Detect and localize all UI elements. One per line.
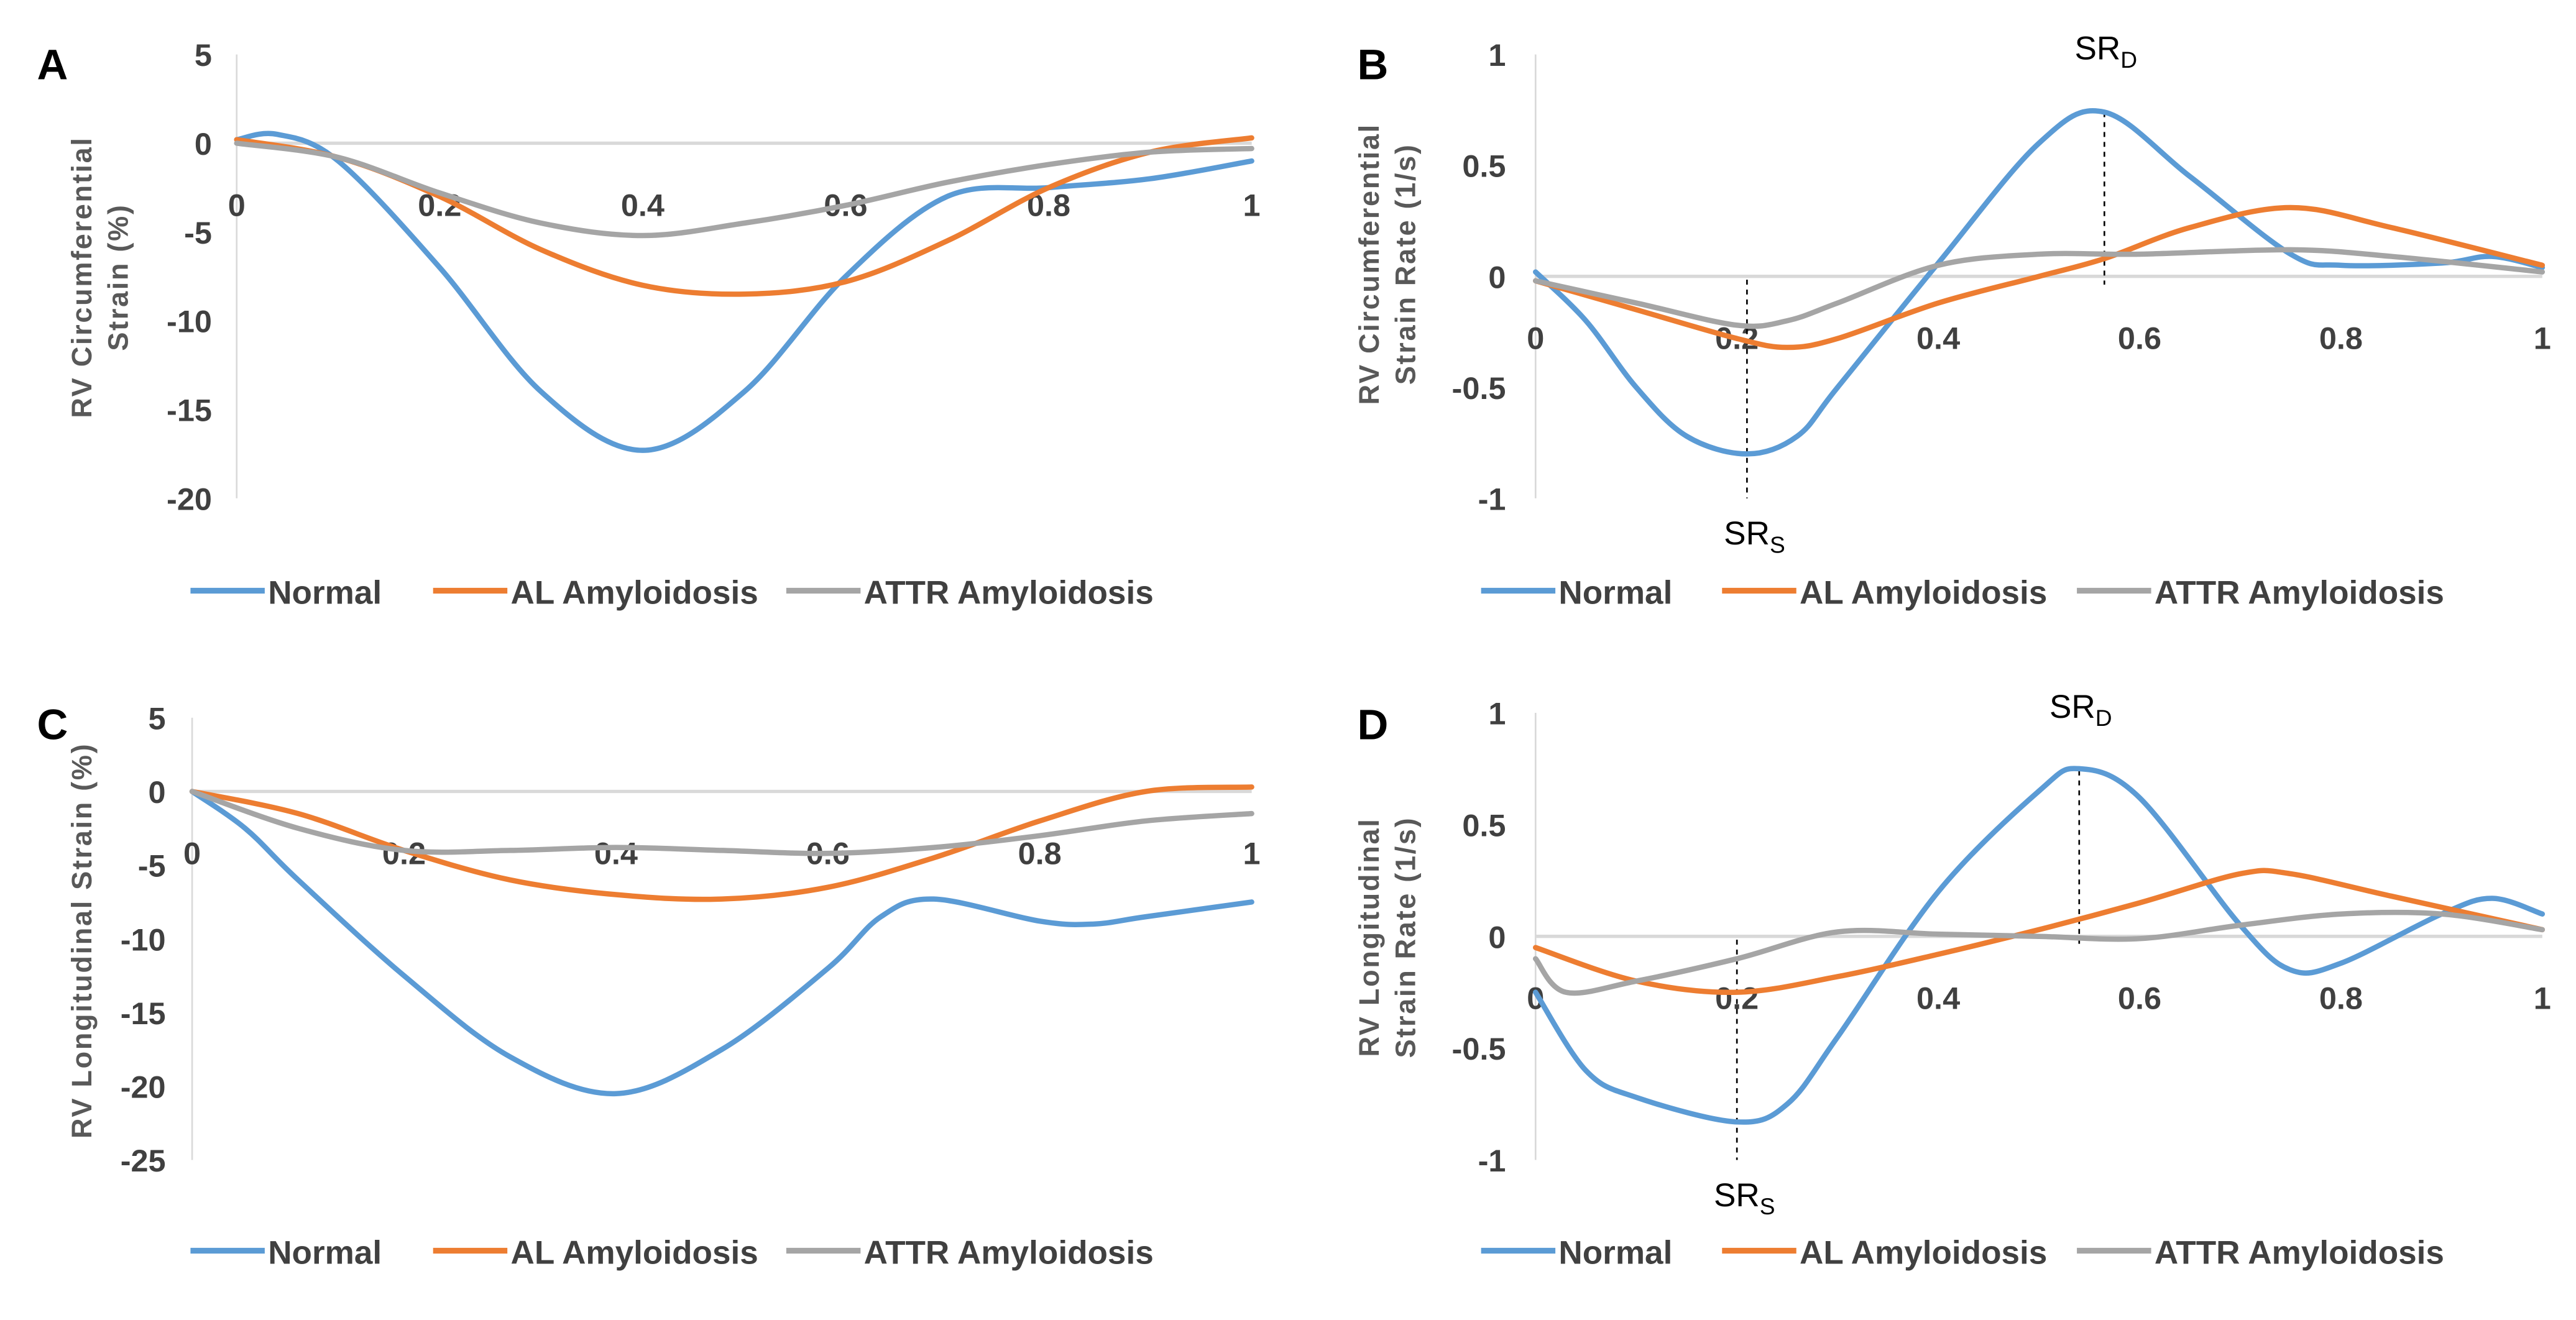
annotation-subscript: D (2095, 705, 2112, 731)
y-axis-label-line: RV Circumferential (1353, 123, 1385, 405)
annotation-srd: SRD (2075, 30, 2138, 285)
x-tick-label: 0 (183, 835, 201, 871)
y-tick-label: 0 (1488, 919, 1506, 955)
annotation-subscript: S (1770, 531, 1785, 557)
legend-label: ATTR Amyloidosis (864, 575, 1154, 612)
annotation-label: SRS (1714, 1177, 1775, 1219)
panel-label: B (1358, 40, 1389, 88)
series-line-normal (1533, 108, 2546, 457)
x-tick-label: 0.4 (621, 187, 665, 222)
x-tick-label: 0.6 (2118, 981, 2161, 1016)
series-line-attr-amyloidosis (189, 789, 1254, 856)
x-tick-label: 1 (2534, 981, 2551, 1016)
x-tick-label: 0.8 (1018, 835, 1062, 871)
legend-label: AL Amyloidosis (1800, 575, 2047, 612)
legend-label: AL Amyloidosis (510, 575, 758, 612)
y-tick-label: -10 (121, 922, 166, 957)
legend-label: Normal (1558, 575, 1672, 612)
y-tick-label: 0.5 (1462, 149, 1506, 184)
y-axis-label: RV Circumferential Strain Rate (1/s) (1353, 123, 1421, 405)
x-tick-label: 0 (1527, 321, 1544, 356)
y-tick-label: 5 (195, 37, 212, 73)
y-tick-label: -1 (1478, 1143, 1506, 1178)
y-axis-label: RV Longitudinal Strain Rate (1/s) (1353, 817, 1421, 1058)
y-tick-label: -15 (121, 996, 166, 1031)
panel-d: D 10.50-0.5-10 0.2 0.4 0.6 0.8 1RV Longitudina… (1353, 689, 2551, 1272)
legend: Normal AL Amyloidosis ATTR Amyloidosis (190, 1235, 1154, 1272)
panel-label: C (37, 700, 68, 748)
y-axis-label-line: RV Circumferential (66, 136, 98, 418)
annotation-subscript: D (2120, 47, 2137, 73)
legend-label: AL Amyloidosis (510, 1235, 758, 1272)
legend-label: Normal (268, 1235, 382, 1272)
annotation-label: SRD (2075, 30, 2138, 73)
y-axis-label-line: Strain (%) (103, 203, 134, 351)
panel-a: A 50-5-10-15-200 0.2 0.4 0.6 0.8 1RV Circumfer… (37, 37, 1261, 612)
annotation-srs: SRS (1714, 940, 1775, 1219)
legend: Normal AL Amyloidosis ATTR Amyloidosis (190, 575, 1154, 612)
legend-label: ATTR Amyloidosis (2155, 1235, 2444, 1272)
y-tick-label: 0 (149, 774, 166, 810)
y-tick-label: -15 (167, 393, 212, 428)
y-tick-label: -25 (121, 1143, 166, 1178)
panel-label: A (37, 40, 68, 88)
y-axis-label-line: RV Longitudinal Strain (%) (66, 743, 98, 1139)
panel-b: B 10.50-0.5-10 0.2 0.4 0.6 0.8 1RV Circumferen… (1353, 30, 2551, 612)
annotation-label: SRD (2049, 689, 2112, 731)
annotation-srd: SRD (2049, 689, 2112, 945)
x-tick-label: 0.6 (2118, 321, 2161, 356)
series-line-normal (1533, 766, 2546, 1125)
y-axis-label-line: RV Longitudinal (1353, 818, 1385, 1057)
legend-label: Normal (1558, 1235, 1672, 1272)
x-tick-label: 0.4 (1916, 981, 1960, 1016)
legend-label: ATTR Amyloidosis (2155, 575, 2444, 612)
y-tick-label: 5 (149, 701, 166, 736)
y-tick-label: 1 (1488, 696, 1506, 731)
series-line-al-amyloidosis (1533, 204, 2546, 351)
y-axis-label-line: Strain Rate (1/s) (1389, 143, 1421, 385)
panel-label: D (1358, 700, 1389, 748)
y-tick-label: -0.5 (1452, 370, 1506, 406)
y-tick-label: 0 (195, 126, 212, 162)
legend-label: Normal (268, 575, 382, 612)
y-tick-label: -20 (167, 481, 212, 516)
series-line-al-amyloidosis (234, 135, 1254, 297)
x-tick-label: 1 (1243, 187, 1261, 222)
panel-c: C 50-5-10-15-20-250 0.2 0.4 0.6 0.8 1RV Longit… (37, 700, 1261, 1271)
series-line-attr-amyloidosis (1533, 909, 2546, 996)
x-tick-label: 0.4 (1916, 321, 1960, 356)
y-tick-label: 0.5 (1462, 807, 1506, 843)
y-tick-label: -10 (167, 304, 212, 339)
y-tick-label: -1 (1478, 481, 1506, 516)
legend: Normal AL Amyloidosis ATTR Amyloidosis (1481, 1235, 2444, 1272)
y-tick-label: 1 (1488, 37, 1506, 73)
series-line-attr-amyloidosis (234, 140, 1254, 239)
series-line-al-amyloidosis (189, 784, 1254, 902)
x-tick-label: 1 (2534, 321, 2551, 356)
series-line-attr-amyloidosis (1533, 247, 2546, 329)
series-line-normal (189, 789, 1254, 1096)
x-tick-label: 0.8 (2319, 321, 2363, 356)
series-line-al-amyloidosis (1533, 868, 2546, 996)
x-tick-label: 0.4 (594, 835, 638, 871)
y-tick-label: 0 (1488, 259, 1506, 295)
x-tick-label: 0.8 (2319, 981, 2363, 1016)
annotation-subscript: S (1760, 1193, 1775, 1219)
y-tick-label: -20 (121, 1069, 166, 1104)
y-tick-label: -5 (184, 215, 212, 250)
legend-label: ATTR Amyloidosis (864, 1235, 1154, 1272)
legend: Normal AL Amyloidosis ATTR Amyloidosis (1481, 575, 2444, 612)
y-axis-label: RV Longitudinal Strain (%) (66, 743, 98, 1139)
y-axis-label: RV Circumferential Strain (%) (66, 136, 134, 418)
legend-label: AL Amyloidosis (1800, 1235, 2047, 1272)
y-axis-label-line: Strain Rate (1/s) (1389, 817, 1421, 1058)
annotation-label: SRS (1724, 515, 1785, 557)
y-tick-label: -5 (138, 848, 166, 884)
x-tick-label: 0 (228, 187, 246, 222)
y-tick-label: -0.5 (1452, 1031, 1506, 1066)
x-tick-label: 1 (1243, 835, 1261, 871)
